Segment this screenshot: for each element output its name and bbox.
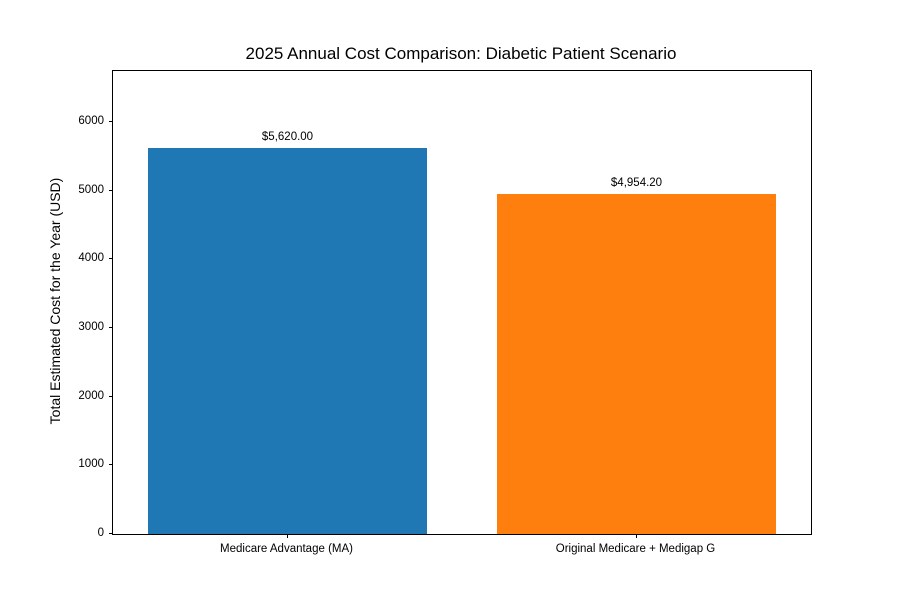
y-tick-label-3: 3000 [78, 321, 104, 334]
y-tick-mark-5 [109, 189, 113, 191]
y-tick-label-4: 4000 [78, 252, 104, 265]
y-tick-label-1: 1000 [78, 458, 104, 471]
y-tick-mark-0 [109, 533, 113, 534]
y-tick-mark-2 [109, 395, 113, 397]
bar-1 [496, 193, 777, 534]
x-tick-label-0: Medicare Advantage (MA) [220, 543, 353, 555]
y-tick-label-6: 6000 [78, 115, 104, 128]
y-tick-label-2: 2000 [78, 389, 104, 402]
bar-0 [147, 148, 428, 534]
x-tick-label-1: Original Medicare + Medigap G [555, 543, 716, 555]
chart-title: 2025 Annual Cost Comparison: Diabetic Pa… [245, 44, 677, 63]
y-tick-mark-4 [109, 258, 113, 260]
y-axis-label: Total Estimated Cost for the Year (USD) [47, 177, 63, 425]
y-tick-label-0: 0 [97, 527, 104, 539]
x-tick-mark-0 [286, 534, 288, 538]
y-tick-mark-1 [109, 464, 113, 466]
bar-value-label-0: $5,620.00 [261, 131, 314, 144]
x-tick-mark-1 [635, 534, 637, 538]
y-tick-label-5: 5000 [78, 183, 104, 196]
plot-area: $5,620.00 $4,954.20 [112, 70, 812, 535]
y-tick-mark-6 [109, 121, 113, 123]
bar-value-label-1: $4,954.20 [610, 176, 663, 189]
y-tick-mark-3 [109, 327, 113, 329]
